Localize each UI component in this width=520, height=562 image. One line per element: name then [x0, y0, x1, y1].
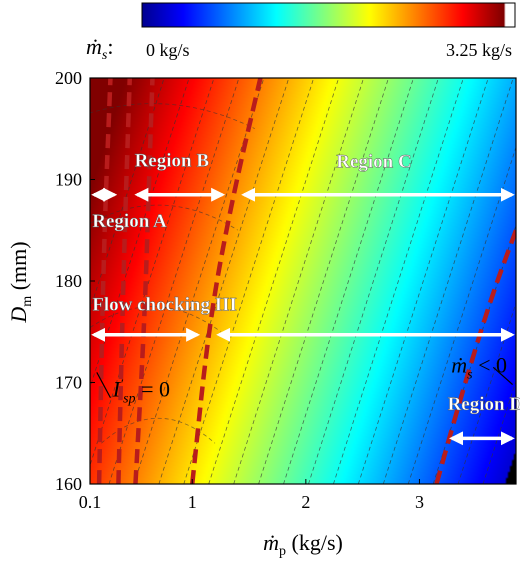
region-arrows	[91, 187, 515, 446]
annotation-label: I′sp = 0	[112, 377, 170, 407]
annotation-leader	[492, 366, 513, 385]
contour-line	[308, 78, 439, 484]
boundary-curve	[190, 78, 263, 484]
x-tick-label: 2	[301, 492, 310, 512]
contour-line	[101, 417, 216, 444]
contour-line	[90, 306, 221, 332]
annotation-rest: = 0	[136, 377, 170, 402]
x-tick-label: 1	[188, 492, 197, 512]
annotation-label: ṁs < 0	[451, 352, 507, 382]
y-tick-label: 190	[55, 170, 82, 190]
y-tick-label: 170	[55, 373, 82, 393]
colorbar-min-label: 0 kg/s	[146, 40, 190, 60]
contour-line	[482, 379, 516, 484]
contour-line	[233, 78, 364, 484]
region-label: Region C	[336, 151, 411, 172]
annotation-subscript: sp	[123, 392, 135, 407]
region-label: Region B	[135, 150, 210, 171]
contour-line	[333, 78, 464, 484]
annotation-prime: ′	[120, 378, 124, 393]
annotation-subscript: s	[467, 367, 473, 382]
colorbar-variable: ṁs:	[86, 34, 113, 63]
contour-line	[133, 78, 265, 484]
axis-ticks: 0.1 1 2 3 160 170 180 190 200	[55, 68, 424, 512]
annotation-rest: < 0	[473, 352, 507, 377]
annotation-symbol: ṁ	[451, 352, 467, 377]
x-axis-title: ṁp (kg/s)	[263, 530, 343, 559]
contour-line	[208, 78, 340, 484]
region-labels: Region A Region B Region C Flow chocking II…	[92, 150, 520, 415]
y-axis-title: Dm (mm)	[6, 241, 35, 323]
y-tick-label: 180	[55, 271, 82, 291]
boundary-curves	[96, 78, 516, 484]
contour-line	[457, 301, 516, 484]
boundary-curve	[96, 78, 113, 484]
contour-line	[90, 204, 238, 231]
contour-line	[90, 78, 215, 467]
contour-line	[407, 145, 516, 484]
contour-line	[382, 78, 514, 484]
contour-line	[158, 78, 290, 484]
contour-line	[108, 78, 240, 484]
x-tick-label: 0.1	[79, 492, 102, 512]
contour-line	[357, 78, 489, 484]
contour-line	[258, 78, 389, 484]
annotation-symbol: I	[112, 377, 122, 402]
boundary-curve	[133, 78, 155, 484]
region-label: Region D	[448, 394, 520, 415]
colorbar-max-label: 3.25 kg/s	[446, 40, 512, 60]
y-tick-label: 200	[55, 68, 82, 88]
x-tick-label: 3	[415, 492, 424, 512]
y-tick-label: 160	[55, 474, 82, 494]
heatmap-field	[90, 78, 516, 484]
boundary-curve	[116, 78, 133, 484]
contour-line	[283, 78, 414, 484]
annotation-leader	[96, 372, 111, 399]
colorbar	[141, 2, 516, 28]
region-label: Region A	[92, 211, 167, 232]
contour-line	[183, 78, 315, 484]
contour-line	[90, 78, 165, 311]
region-label: Flow chocking III	[92, 294, 237, 315]
boundary-curve	[434, 229, 516, 484]
